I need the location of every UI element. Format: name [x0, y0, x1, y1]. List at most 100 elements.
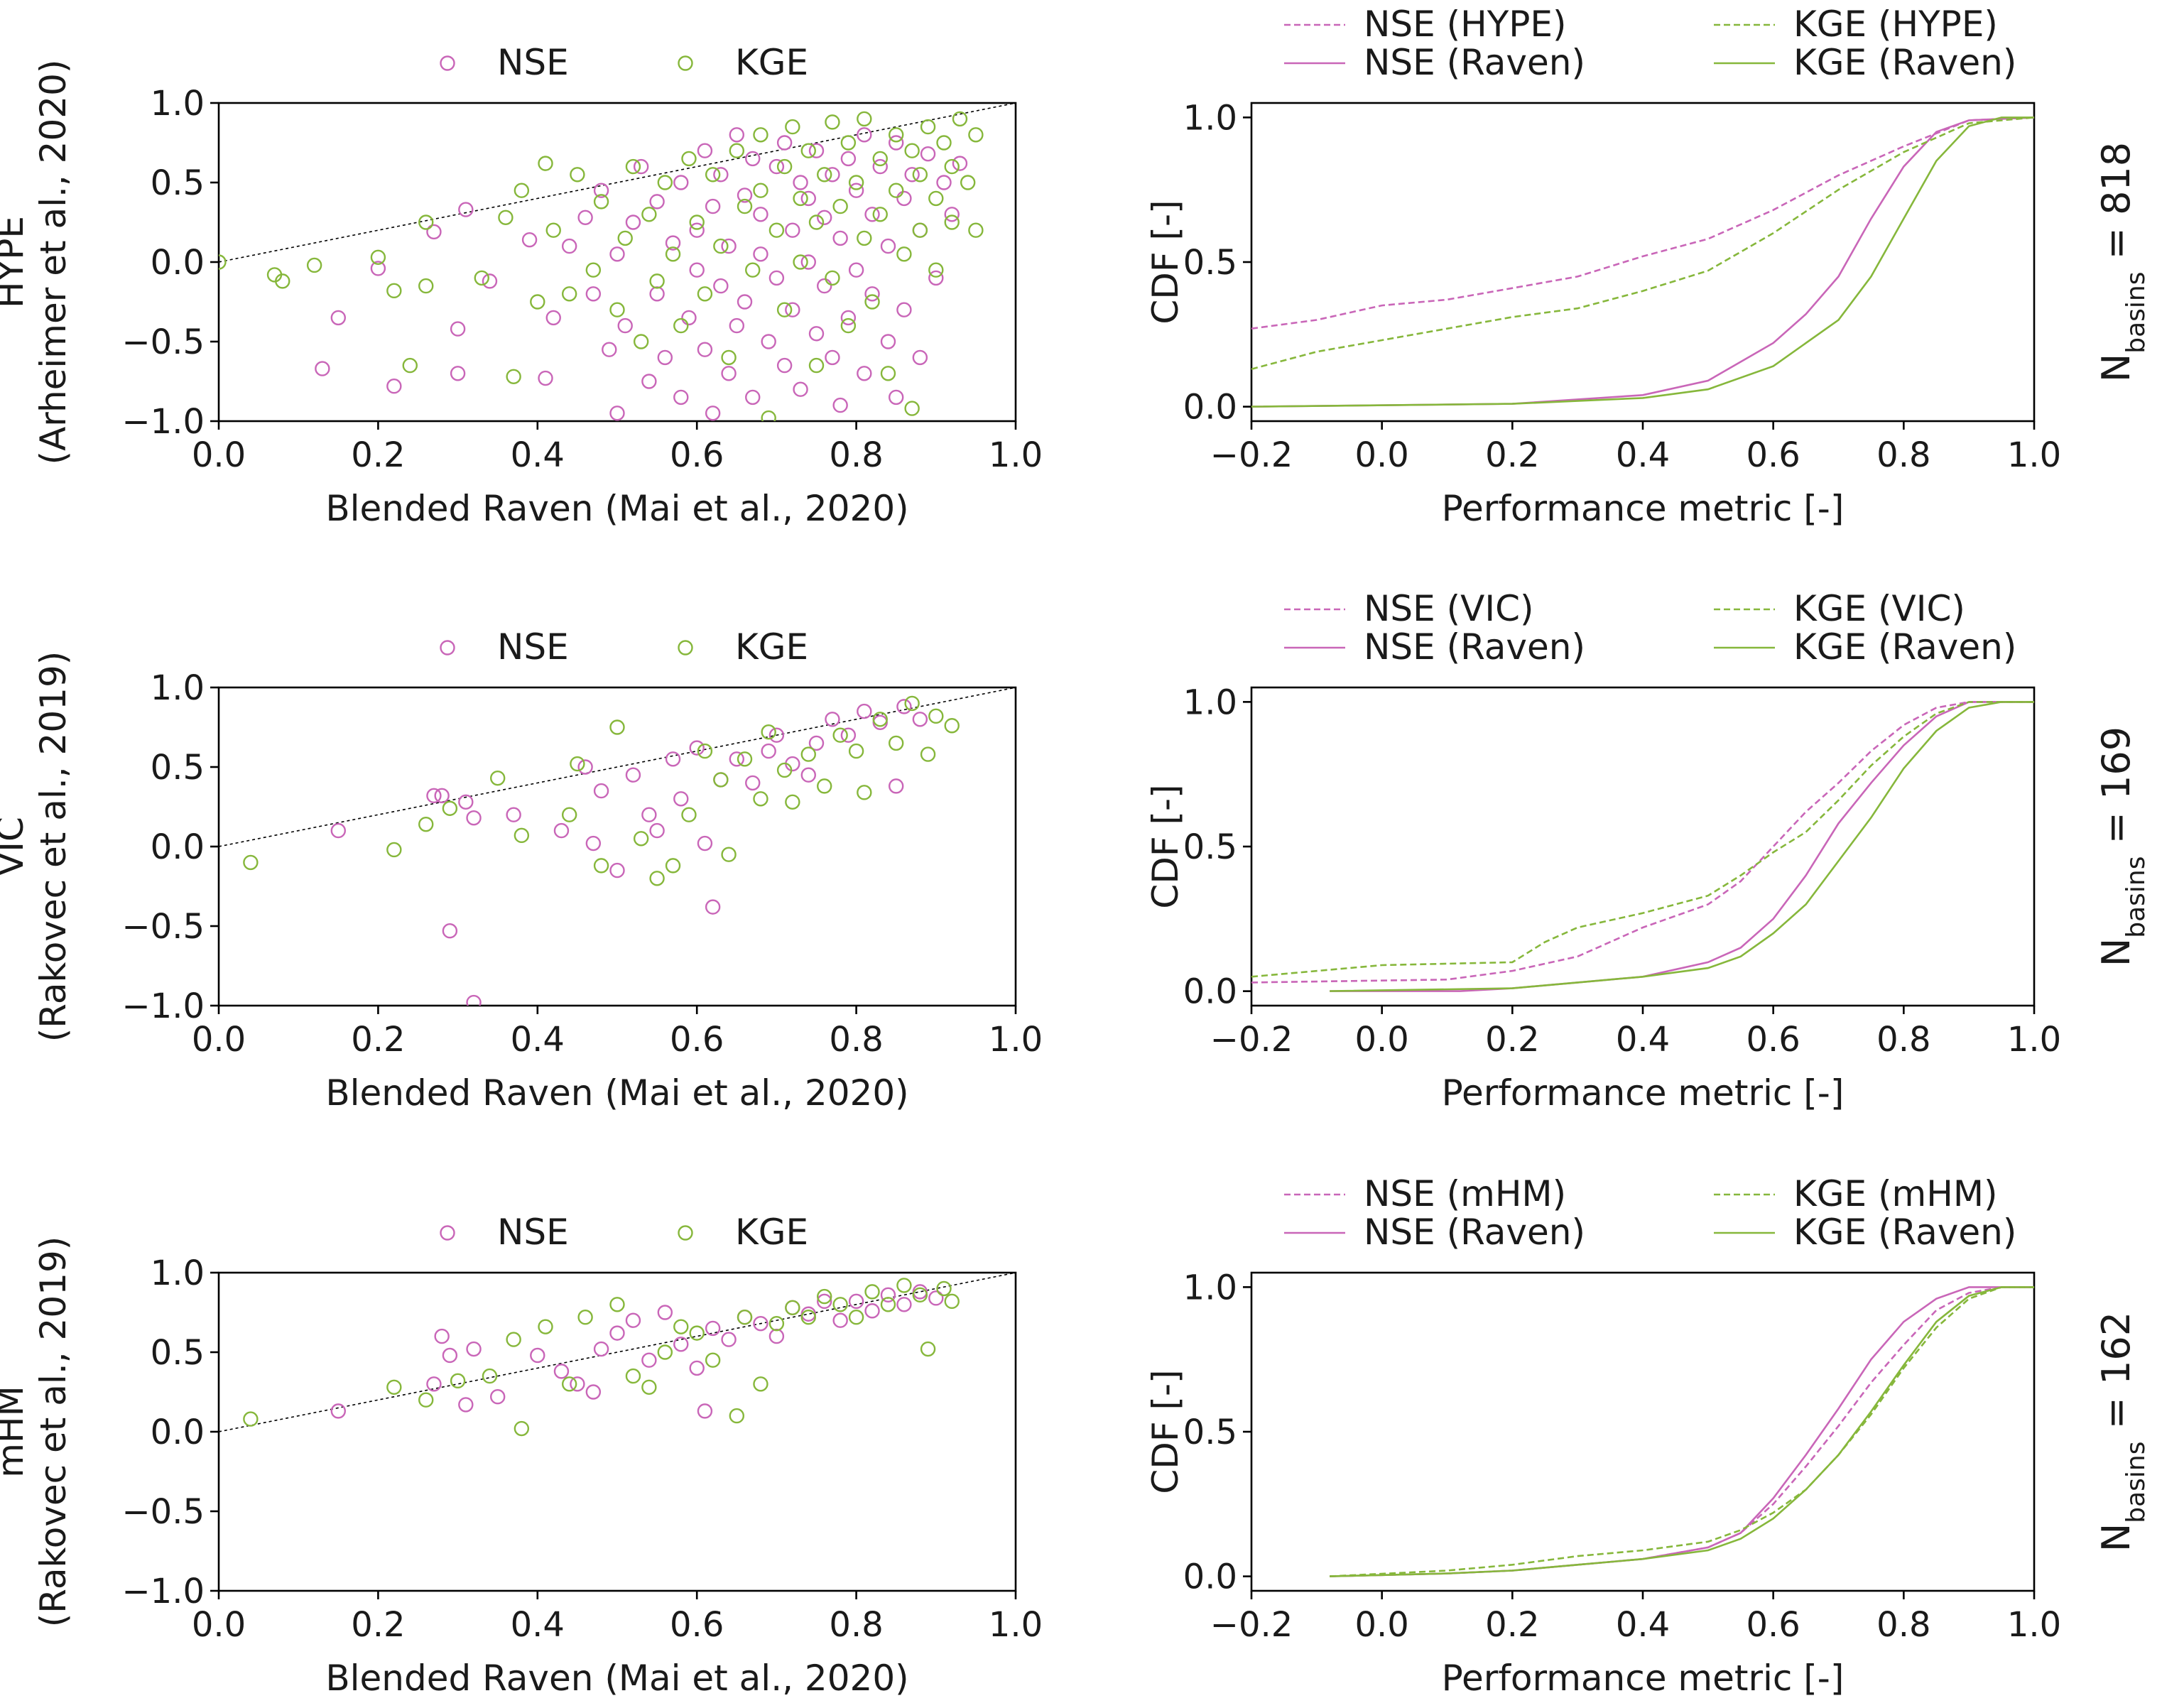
nse-point	[928, 270, 944, 286]
y-tick-label: 1.0	[151, 1253, 205, 1293]
kge-point	[896, 1278, 912, 1293]
legend-label-kge: KGE	[735, 1212, 808, 1253]
nse-point	[593, 183, 609, 198]
y-axis-label-model: mHM	[0, 1386, 31, 1477]
kge-point	[800, 143, 816, 158]
kge-point	[306, 257, 322, 273]
kge-point	[418, 214, 434, 230]
kge-point	[912, 222, 928, 238]
cdf-plot-frame	[1250, 1271, 2036, 1592]
x-tick-label: 0.6	[670, 1605, 724, 1645]
kge-point	[840, 135, 857, 151]
nse-point	[609, 406, 625, 421]
x-tick-label: 1.0	[989, 1605, 1043, 1645]
kge-point	[570, 756, 585, 772]
nse-point	[721, 238, 737, 254]
nse-point	[545, 310, 561, 326]
kge-point	[633, 334, 649, 349]
nse-point	[689, 740, 705, 756]
kge-point	[219, 254, 227, 270]
kge-point	[785, 1300, 800, 1315]
cdf-line-kge-dashed	[1251, 701, 2034, 978]
nse-point	[315, 361, 330, 376]
kge-point	[697, 286, 713, 302]
nse-point	[840, 310, 857, 326]
nse-point	[952, 156, 968, 171]
legend-label-0: NSE (VIC)	[1364, 588, 1534, 629]
x-tick-label: 0.6	[670, 435, 724, 475]
kge-point	[705, 1352, 721, 1368]
kge-point	[944, 1293, 960, 1310]
one-to-one-line	[219, 1273, 1016, 1432]
nse-point	[729, 751, 745, 767]
kge-point	[904, 401, 920, 416]
y-axis-label-source: (Rakovec et al., 2019)	[33, 651, 74, 1043]
kge-point	[561, 286, 577, 302]
nse-point	[713, 167, 729, 183]
nse-point	[800, 190, 816, 207]
nse-point	[609, 1325, 625, 1341]
nse-point	[450, 321, 466, 337]
kge-point	[514, 183, 530, 198]
legend-marker-nse	[440, 1225, 455, 1241]
nse-point	[808, 326, 825, 342]
chart-cdf-mhm: −0.2 0.0 0.2 0.4 0.6 0.8 1.0 0.0 0.5 1.0 Performan…	[1145, 1173, 2151, 1699]
kge-point	[514, 1420, 530, 1437]
nse-point	[904, 167, 920, 183]
kge-point	[920, 119, 936, 135]
kge-point	[920, 746, 936, 762]
nse-point	[761, 334, 776, 349]
legend-label-2: KGE (VIC)	[1793, 588, 1965, 629]
nse-point	[832, 1312, 848, 1328]
nse-point	[880, 238, 896, 254]
kge-point	[737, 751, 753, 767]
nse-point	[434, 788, 450, 804]
x-tick-label: 0.4	[1616, 1020, 1670, 1060]
kge-point	[880, 1297, 896, 1312]
nse-point	[857, 366, 872, 381]
scatter-points	[219, 1273, 1016, 1437]
nse-point	[737, 294, 753, 310]
kge-point	[705, 167, 721, 183]
nse-point	[697, 835, 713, 852]
x-axis-label: Blended Raven (Mai et al., 2020)	[325, 1072, 908, 1114]
kge-point	[864, 294, 880, 310]
kge-point	[944, 718, 960, 734]
nse-point	[625, 214, 641, 230]
kge-point	[776, 762, 793, 778]
kge-point	[832, 727, 848, 743]
kge-point	[761, 410, 776, 421]
chart-scatter-mhm: 0.0 0.2 0.4 0.6 0.8 1.0 −1.0 −0.5 0.0 0.5 1.0 Blend…	[0, 1212, 1043, 1699]
nse-point	[665, 235, 681, 251]
kge-point	[657, 175, 673, 190]
nse-point	[776, 357, 793, 374]
nse-point	[426, 788, 442, 804]
legend-marker-kge	[678, 640, 693, 656]
kge-point	[713, 238, 729, 254]
x-tick-label: 1.0	[2007, 435, 2061, 475]
nse-point	[864, 1303, 880, 1319]
kge-point	[561, 1376, 577, 1392]
legend-label-nse: NSE	[497, 626, 569, 668]
kge-point	[800, 1310, 816, 1325]
x-tick-label: 1.0	[989, 1020, 1043, 1060]
nse-point	[426, 1376, 442, 1392]
nse-point	[912, 349, 928, 366]
kge-point	[593, 194, 609, 210]
legend-label-0: NSE (HYPE)	[1364, 4, 1567, 45]
x-tick-label: 0.8	[1876, 435, 1930, 475]
nse-point	[434, 1328, 450, 1344]
x-tick-label: 0.2	[1485, 435, 1539, 475]
kge-point	[442, 800, 458, 816]
kge-point	[514, 827, 530, 844]
legend-marker-kge	[678, 1225, 693, 1241]
kge-point	[817, 1288, 832, 1305]
nse-point	[538, 370, 553, 386]
kge-point	[944, 158, 960, 175]
cdf-lines	[1251, 701, 2034, 992]
nse-point	[872, 158, 888, 175]
kge-point	[673, 1319, 689, 1334]
kge-point	[450, 1373, 466, 1389]
kge-point	[936, 1280, 952, 1297]
nse-point	[768, 1328, 785, 1344]
